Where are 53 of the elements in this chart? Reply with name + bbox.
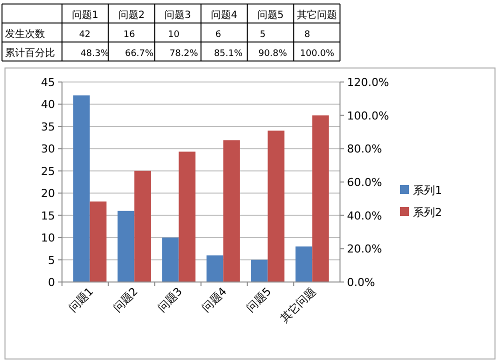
legend-label: 系列1: [413, 184, 442, 197]
y2-tick-label: 60.0%: [347, 176, 382, 189]
data-label: 16: [124, 30, 136, 40]
legend-label: 系列2: [413, 206, 442, 219]
y-tick-label: 25: [41, 164, 55, 178]
y2-tick-label: 100.0%: [347, 109, 389, 122]
bar: [312, 115, 329, 282]
bar: [206, 255, 224, 282]
data-label: 85.1%: [214, 49, 243, 59]
bar: [268, 130, 284, 282]
y-tick-label: 5: [48, 254, 55, 267]
y-tick-label: 30: [41, 142, 55, 156]
x-tick-label: 问题1: [66, 284, 96, 315]
y-tick-label: 20: [41, 187, 55, 200]
bar: [73, 95, 90, 282]
category-label: 问题2: [118, 10, 145, 21]
data-label: 10: [168, 30, 180, 40]
category-label: 问题3: [164, 10, 192, 21]
y2-tick-label: 80.0%: [347, 142, 382, 156]
category-label: 问题5: [257, 10, 284, 21]
data-label: 5: [260, 30, 266, 40]
x-tick-label: 问题3: [155, 284, 185, 315]
data-label: 100.0%: [300, 49, 335, 59]
text: 发生次数: [5, 28, 45, 40]
bar: [296, 246, 312, 282]
bar: [223, 140, 240, 282]
y-tick-label: 0: [48, 276, 55, 289]
data-label: 8: [304, 30, 310, 40]
y-tick-label: 40: [41, 98, 55, 112]
category-label: 其它问题: [296, 10, 337, 21]
data-label: 90.8%: [258, 49, 288, 59]
x-tick-label: 问题4: [200, 284, 230, 315]
data-label: 48.3%: [80, 49, 110, 59]
x-tick-label: 问题2: [110, 284, 140, 315]
y-tick-label: 15: [41, 209, 55, 222]
y-tick-label: 10: [41, 232, 55, 245]
y-tick-label: 35: [41, 120, 55, 134]
bar: [251, 260, 268, 282]
bar: [178, 152, 196, 282]
y2-tick-label: 40.0%: [347, 209, 382, 222]
data-label: 6: [215, 30, 222, 40]
text: 累计百分比: [5, 47, 55, 59]
y2-tick-label: 0.0%: [347, 276, 375, 289]
y2-tick-label: 120.0%: [347, 76, 389, 89]
category-label: 问题1: [72, 10, 98, 21]
data-label: 66.7%: [124, 49, 154, 59]
data-label: 78.2%: [169, 49, 198, 59]
data-label: 42: [79, 30, 91, 40]
y-tick-label: 45: [41, 76, 55, 89]
x-tick-label: 问题5: [244, 284, 274, 315]
y2-tick-label: 20.0%: [347, 242, 382, 256]
x-tick-label: 其它问题: [278, 284, 318, 326]
category-label: 问题4: [210, 10, 238, 21]
